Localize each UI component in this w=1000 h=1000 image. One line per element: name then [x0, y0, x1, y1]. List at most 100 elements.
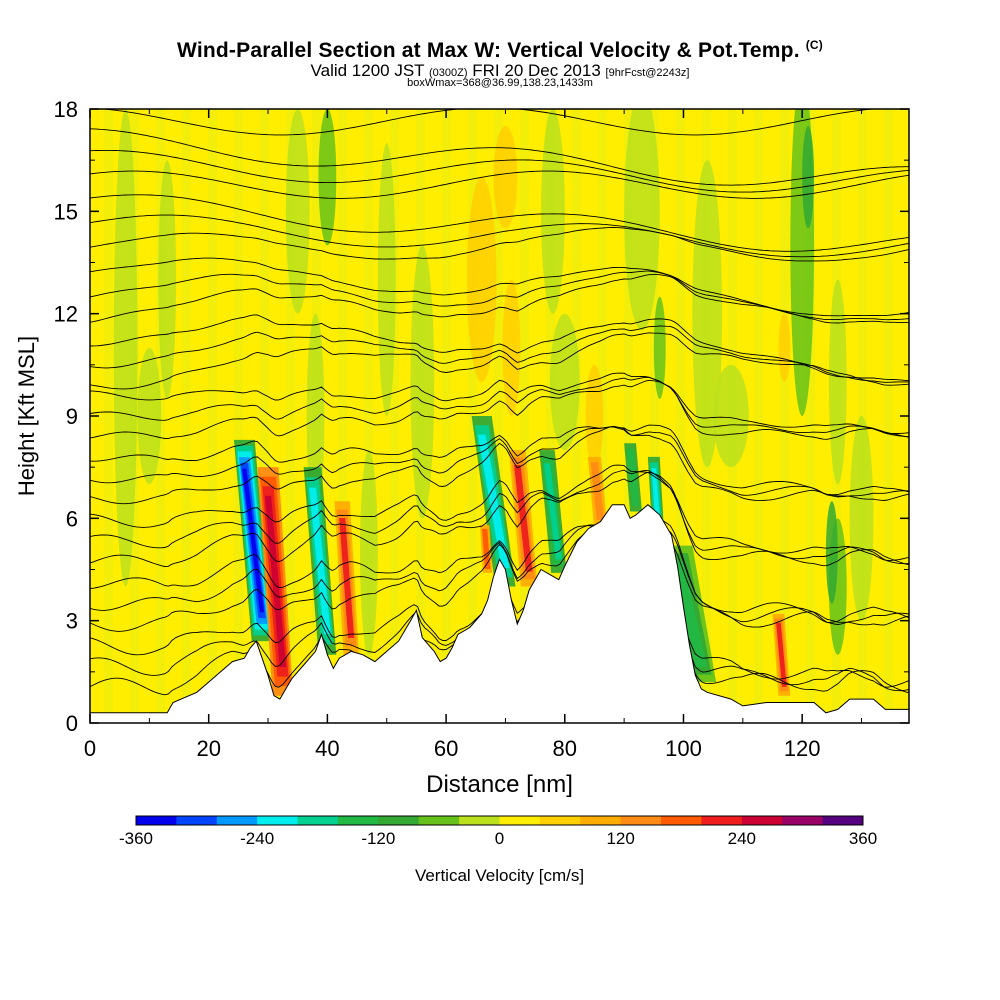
colorbar-tick-label: -240 — [240, 829, 274, 848]
velocity-plume — [776, 622, 787, 687]
terrain-fill — [89, 504, 910, 724]
velocity-plume — [339, 518, 355, 639]
colorbar-swatch — [459, 816, 500, 825]
colorbar-tick-label: 120 — [606, 829, 634, 848]
x-tick-label: 20 — [196, 736, 220, 761]
velocity-region — [377, 143, 396, 417]
velocity-region — [493, 126, 518, 229]
velocity-region — [624, 109, 660, 331]
isentrope-line — [90, 194, 909, 252]
x-tick-label: 100 — [665, 736, 702, 761]
valid-prefix: Valid 1200 JST — [310, 61, 425, 80]
velocity-region — [113, 109, 138, 587]
colorbar-swatch — [297, 816, 339, 825]
terrain-layer — [89, 504, 910, 724]
isentrope-line — [97, 109, 878, 136]
isentrope-line — [90, 469, 909, 565]
velocity-region — [778, 313, 791, 382]
velocity-region — [585, 364, 604, 468]
isentrope-line — [90, 379, 909, 440]
velocity-plume — [543, 463, 562, 560]
y-tick-label: 3 — [66, 609, 78, 634]
isentrope-line — [90, 424, 909, 496]
isentrope-line — [90, 376, 909, 438]
isentrope-line — [90, 227, 909, 262]
valid-time-line: Valid 1200 JST (0300Z) FRI 20 Dec 2013 [… — [0, 61, 1000, 81]
colorbar-swatch — [661, 816, 702, 825]
isentrope-line — [90, 214, 909, 258]
velocity-region — [137, 347, 162, 485]
velocity-plume — [626, 448, 640, 507]
velocity-plume — [242, 468, 265, 613]
velocity-region — [466, 177, 497, 382]
colorbar: -360 -240 -120 0 120 240 360 Vertical Velocity … — [119, 815, 877, 885]
y-axis-label: Height [Kft MSL] — [14, 336, 39, 496]
velocity-region — [318, 109, 337, 246]
valid-utc: (0300Z) — [429, 67, 468, 79]
colorbar-swatch — [499, 816, 541, 825]
isentrope-line — [90, 149, 909, 193]
isentrope-line — [90, 325, 909, 383]
velocity-region — [825, 501, 838, 604]
colorbar-swatch — [741, 816, 783, 825]
colorbar-swatch — [216, 816, 258, 825]
isentrope-line — [90, 517, 909, 623]
isentrope-line — [90, 257, 909, 317]
isentrope-line — [90, 170, 909, 199]
colorbar-swatch — [580, 816, 622, 825]
valid-date: FRI 20 Dec 2013 — [472, 61, 601, 80]
x-tick-label: 0 — [84, 736, 96, 761]
velocity-region — [285, 109, 310, 314]
chart-title: Wind-Parallel Section at Max W: Vertical… — [0, 38, 1000, 63]
velocity-region — [849, 415, 874, 621]
copyright-mark: (C) — [805, 38, 823, 52]
colorbar-swatch — [257, 816, 299, 825]
isentrope-line — [90, 372, 909, 434]
velocity-plume — [481, 528, 491, 570]
velocity-region — [158, 160, 177, 399]
isentrope-line — [90, 519, 909, 632]
colorbar-tick-label: 360 — [849, 829, 877, 848]
colorbar-swatch — [701, 816, 743, 825]
isentrope-line — [90, 332, 909, 390]
y-tick-label: 12 — [54, 302, 78, 327]
velocity-region — [828, 279, 847, 485]
isentrope-line — [90, 522, 909, 625]
velocity-region — [713, 364, 749, 468]
velocity-region — [410, 245, 435, 519]
colorbar-swatch — [539, 816, 581, 825]
velocity-region — [502, 279, 521, 416]
velocity-region — [360, 450, 378, 655]
colorbar-tick-label: -120 — [361, 829, 395, 848]
colorbar-swatch — [620, 816, 662, 825]
y-tick-label: 6 — [66, 506, 78, 531]
colorbar-swatch — [136, 816, 177, 825]
colorbar-tick-label: 240 — [728, 829, 756, 848]
x-tick-label: 80 — [553, 736, 577, 761]
isentrope-line — [90, 314, 909, 382]
valid-forecast: [9hrFcst@2243z] — [605, 67, 690, 79]
colorbar-tick-label: -360 — [119, 829, 153, 848]
x-tick-label: 40 — [315, 736, 339, 761]
isentrope-line — [90, 464, 909, 561]
y-tick-label: 0 — [66, 711, 78, 736]
velocity-region — [541, 109, 565, 314]
axes-group: 0 20 40 60 80 100 120 0 3 6 9 12 15 18 Distance [nm] He… — [14, 97, 909, 798]
colorbar-swatch — [782, 816, 824, 825]
isentrope-line — [90, 425, 909, 505]
x-tick-label: 60 — [434, 736, 458, 761]
velocity-region — [692, 160, 723, 468]
colorbar-swatch — [337, 816, 379, 825]
colorbar-tick-label: 0 — [495, 829, 504, 848]
y-tick-label: 15 — [54, 199, 78, 224]
velocity-region — [549, 313, 580, 451]
velocity-region — [653, 296, 666, 399]
colorbar-label: Vertical Velocity [cm/s] — [415, 866, 584, 885]
colorbar-swatch — [822, 816, 864, 825]
colorbar-frame — [135, 815, 864, 826]
isentrope-line — [90, 426, 909, 498]
colorbar-swatch — [418, 816, 460, 825]
y-tick-label: 9 — [66, 404, 78, 429]
